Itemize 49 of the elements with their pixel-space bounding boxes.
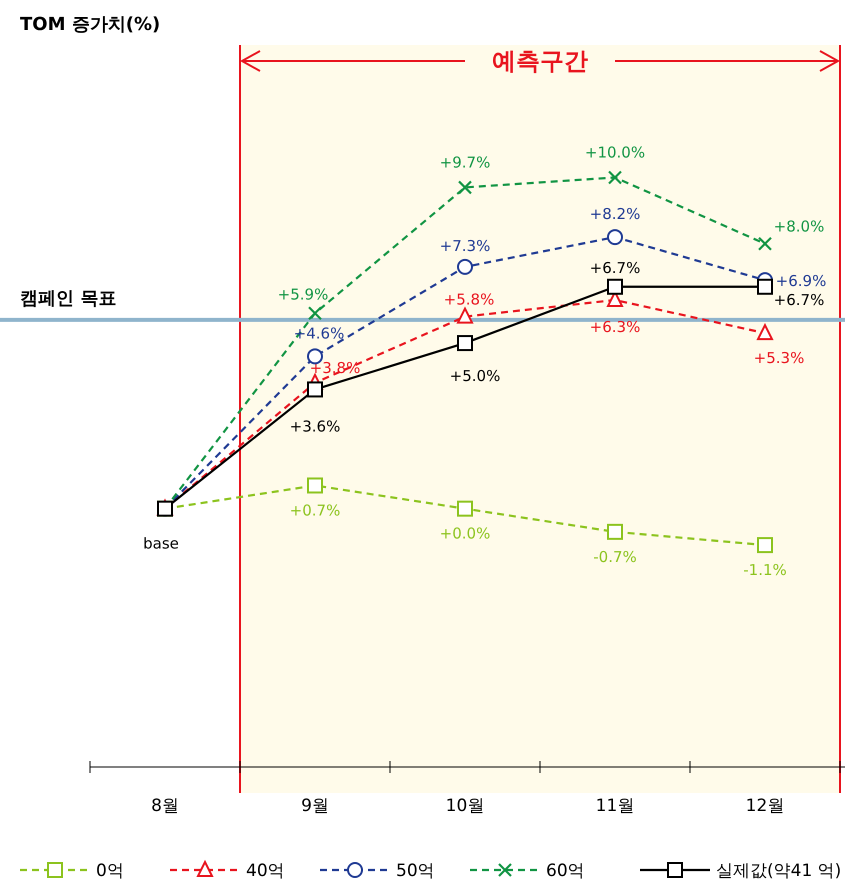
data-label: +3.6%	[290, 417, 340, 436]
data-label: +6.7%	[590, 258, 640, 277]
point	[607, 524, 623, 540]
x-tick-label: 10월	[446, 796, 484, 816]
data-label: +0.0%	[440, 524, 490, 543]
data-label: +5.0%	[450, 367, 500, 386]
point	[757, 324, 773, 340]
data-label: -0.7%	[593, 548, 637, 566]
point	[457, 500, 473, 517]
legend-label: 0억	[96, 861, 124, 881]
data-label: +8.2%	[590, 205, 640, 224]
data-label: -1.1%	[743, 561, 787, 580]
point	[457, 335, 473, 352]
point	[457, 258, 473, 275]
point	[757, 537, 773, 554]
x-tick-label: 9월	[301, 796, 329, 816]
data-label: +5.8%	[444, 290, 494, 309]
data-label: +10.0%	[584, 143, 646, 162]
data-label: +6.9%	[776, 272, 826, 290]
x-tick-label: 8월	[151, 796, 179, 816]
point	[307, 477, 323, 494]
point	[608, 170, 622, 185]
point	[607, 229, 623, 246]
data-label: +5.3%	[754, 349, 804, 368]
legend-label: 60억	[546, 861, 585, 881]
legend-label: 40억	[246, 861, 285, 881]
ref-line-label: 캠페인 목표	[20, 288, 116, 309]
data-label: +6.3%	[590, 318, 640, 336]
data-label: +4.6%	[294, 324, 344, 342]
chart-title: TOM 증가치(%)	[20, 14, 160, 35]
point	[758, 236, 772, 251]
data-label: base	[143, 534, 179, 553]
data-label: +0.7%	[290, 501, 340, 520]
data-label: +8.0%	[774, 218, 824, 236]
data-label: +6.7%	[774, 290, 824, 309]
point	[308, 306, 322, 320]
band-label: 예측구간	[492, 47, 588, 75]
x-tick-label: 11월	[596, 796, 634, 816]
legend-label: 실제값(약41 억)	[716, 861, 842, 881]
data-label: +5.9%	[278, 285, 328, 304]
point	[607, 278, 623, 295]
point	[757, 278, 773, 295]
point	[457, 308, 473, 324]
point	[458, 180, 472, 195]
legend-label: 50억	[396, 861, 435, 881]
x-tick-label: 12월	[746, 796, 784, 816]
data-label: +9.7%	[440, 153, 490, 172]
data-label: +7.3%	[440, 236, 490, 255]
point	[307, 381, 323, 398]
